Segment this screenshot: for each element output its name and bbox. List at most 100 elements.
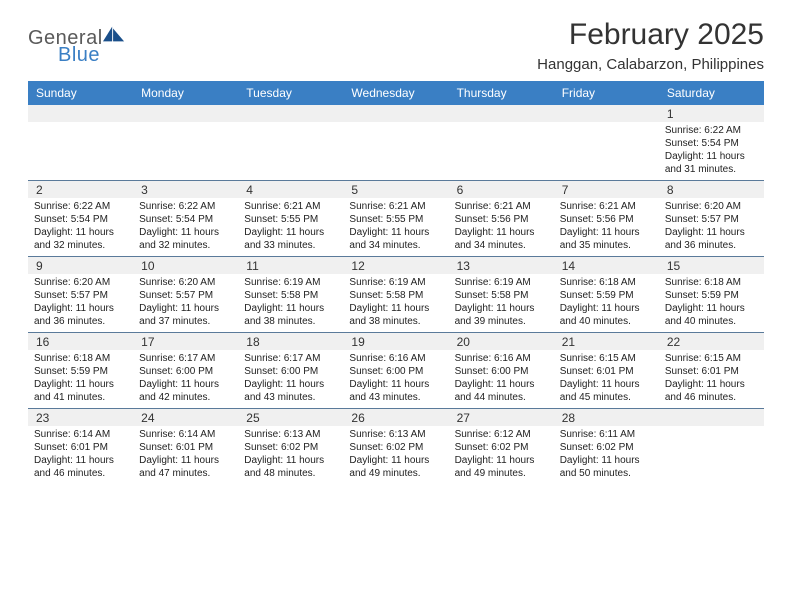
day-number: 8 <box>659 181 764 198</box>
day-number <box>133 105 238 122</box>
sunrise-text: Sunrise: 6:17 AM <box>244 352 337 365</box>
day-details: Sunrise: 6:18 AMSunset: 5:59 PMDaylight:… <box>28 350 133 408</box>
day-details: Sunrise: 6:22 AMSunset: 5:54 PMDaylight:… <box>659 122 764 180</box>
day-details: Sunrise: 6:21 AMSunset: 5:56 PMDaylight:… <box>554 198 659 256</box>
day-cell <box>449 105 554 180</box>
day-cell: 11Sunrise: 6:19 AMSunset: 5:58 PMDayligh… <box>238 257 343 332</box>
sunrise-text: Sunrise: 6:19 AM <box>349 276 442 289</box>
week-row: 1Sunrise: 6:22 AMSunset: 5:54 PMDaylight… <box>28 105 764 181</box>
day-details: Sunrise: 6:15 AMSunset: 6:01 PMDaylight:… <box>554 350 659 408</box>
brand-logo: General Blue <box>28 18 125 67</box>
day-details <box>554 122 659 128</box>
sunset-text: Sunset: 5:58 PM <box>349 289 442 302</box>
sunrise-text: Sunrise: 6:16 AM <box>455 352 548 365</box>
day-details: Sunrise: 6:13 AMSunset: 6:02 PMDaylight:… <box>238 426 343 484</box>
day-cell: 9Sunrise: 6:20 AMSunset: 5:57 PMDaylight… <box>28 257 133 332</box>
location-subtitle: Hanggan, Calabarzon, Philippines <box>537 56 764 73</box>
day-details: Sunrise: 6:17 AMSunset: 6:00 PMDaylight:… <box>238 350 343 408</box>
sunset-text: Sunset: 5:58 PM <box>455 289 548 302</box>
day-details: Sunrise: 6:11 AMSunset: 6:02 PMDaylight:… <box>554 426 659 484</box>
day-details: Sunrise: 6:21 AMSunset: 5:55 PMDaylight:… <box>238 198 343 256</box>
day-cell: 16Sunrise: 6:18 AMSunset: 5:59 PMDayligh… <box>28 333 133 408</box>
day-number: 11 <box>238 257 343 274</box>
day-cell: 28Sunrise: 6:11 AMSunset: 6:02 PMDayligh… <box>554 409 659 484</box>
sunset-text: Sunset: 6:00 PM <box>455 365 548 378</box>
sunset-text: Sunset: 5:59 PM <box>34 365 127 378</box>
day-cell: 24Sunrise: 6:14 AMSunset: 6:01 PMDayligh… <box>133 409 238 484</box>
sunrise-text: Sunrise: 6:18 AM <box>560 276 653 289</box>
day-number: 24 <box>133 409 238 426</box>
daylight-text: Daylight: 11 hours and 44 minutes. <box>455 378 548 404</box>
day-details: Sunrise: 6:21 AMSunset: 5:55 PMDaylight:… <box>343 198 448 256</box>
day-details: Sunrise: 6:18 AMSunset: 5:59 PMDaylight:… <box>659 274 764 332</box>
calendar-grid: SundayMondayTuesdayWednesdayThursdayFrid… <box>28 81 764 484</box>
daylight-text: Daylight: 11 hours and 47 minutes. <box>139 454 232 480</box>
day-details: Sunrise: 6:18 AMSunset: 5:59 PMDaylight:… <box>554 274 659 332</box>
day-cell: 2Sunrise: 6:22 AMSunset: 5:54 PMDaylight… <box>28 181 133 256</box>
day-cell: 19Sunrise: 6:16 AMSunset: 6:00 PMDayligh… <box>343 333 448 408</box>
daylight-text: Daylight: 11 hours and 41 minutes. <box>34 378 127 404</box>
day-number: 12 <box>343 257 448 274</box>
sunrise-text: Sunrise: 6:21 AM <box>455 200 548 213</box>
sunset-text: Sunset: 5:54 PM <box>139 213 232 226</box>
day-number <box>554 105 659 122</box>
sunset-text: Sunset: 6:01 PM <box>34 441 127 454</box>
week-row: 2Sunrise: 6:22 AMSunset: 5:54 PMDaylight… <box>28 181 764 257</box>
sunrise-text: Sunrise: 6:21 AM <box>244 200 337 213</box>
day-number: 28 <box>554 409 659 426</box>
day-cell <box>659 409 764 484</box>
month-title: February 2025 <box>537 18 764 52</box>
page-header: General Blue February 2025 Hanggan, Cala… <box>28 18 764 73</box>
sunset-text: Sunset: 5:57 PM <box>139 289 232 302</box>
day-number: 16 <box>28 333 133 350</box>
sunset-text: Sunset: 5:59 PM <box>665 289 758 302</box>
week-row: 23Sunrise: 6:14 AMSunset: 6:01 PMDayligh… <box>28 409 764 484</box>
sunrise-text: Sunrise: 6:15 AM <box>560 352 653 365</box>
day-cell: 20Sunrise: 6:16 AMSunset: 6:00 PMDayligh… <box>449 333 554 408</box>
day-details: Sunrise: 6:12 AMSunset: 6:02 PMDaylight:… <box>449 426 554 484</box>
day-number: 26 <box>343 409 448 426</box>
title-block: February 2025 Hanggan, Calabarzon, Phili… <box>537 18 764 73</box>
day-details: Sunrise: 6:21 AMSunset: 5:56 PMDaylight:… <box>449 198 554 256</box>
sunset-text: Sunset: 6:00 PM <box>349 365 442 378</box>
day-details: Sunrise: 6:20 AMSunset: 5:57 PMDaylight:… <box>133 274 238 332</box>
daylight-text: Daylight: 11 hours and 32 minutes. <box>139 226 232 252</box>
day-details <box>28 122 133 128</box>
day-details: Sunrise: 6:22 AMSunset: 5:54 PMDaylight:… <box>28 198 133 256</box>
daylight-text: Daylight: 11 hours and 31 minutes. <box>665 150 758 176</box>
day-number <box>343 105 448 122</box>
day-cell: 18Sunrise: 6:17 AMSunset: 6:00 PMDayligh… <box>238 333 343 408</box>
week-row: 16Sunrise: 6:18 AMSunset: 5:59 PMDayligh… <box>28 333 764 409</box>
day-number: 19 <box>343 333 448 350</box>
daylight-text: Daylight: 11 hours and 40 minutes. <box>665 302 758 328</box>
sunrise-text: Sunrise: 6:13 AM <box>349 428 442 441</box>
sunset-text: Sunset: 5:55 PM <box>244 213 337 226</box>
sunrise-text: Sunrise: 6:20 AM <box>665 200 758 213</box>
sunset-text: Sunset: 5:56 PM <box>455 213 548 226</box>
daylight-text: Daylight: 11 hours and 35 minutes. <box>560 226 653 252</box>
brand-text-blue: Blue <box>58 44 125 67</box>
day-cell: 14Sunrise: 6:18 AMSunset: 5:59 PMDayligh… <box>554 257 659 332</box>
sunset-text: Sunset: 6:02 PM <box>349 441 442 454</box>
sunrise-text: Sunrise: 6:18 AM <box>34 352 127 365</box>
day-number: 25 <box>238 409 343 426</box>
sunrise-text: Sunrise: 6:20 AM <box>34 276 127 289</box>
sunrise-text: Sunrise: 6:18 AM <box>665 276 758 289</box>
daylight-text: Daylight: 11 hours and 49 minutes. <box>349 454 442 480</box>
weekday-header: Thursday <box>449 81 554 105</box>
daylight-text: Daylight: 11 hours and 36 minutes. <box>665 226 758 252</box>
daylight-text: Daylight: 11 hours and 50 minutes. <box>560 454 653 480</box>
weeks-container: 1Sunrise: 6:22 AMSunset: 5:54 PMDaylight… <box>28 105 764 484</box>
day-cell: 1Sunrise: 6:22 AMSunset: 5:54 PMDaylight… <box>659 105 764 180</box>
day-number: 18 <box>238 333 343 350</box>
day-cell <box>554 105 659 180</box>
day-number: 4 <box>238 181 343 198</box>
day-number <box>28 105 133 122</box>
day-number <box>659 409 764 426</box>
day-cell: 25Sunrise: 6:13 AMSunset: 6:02 PMDayligh… <box>238 409 343 484</box>
flag-icon <box>103 24 125 44</box>
sunrise-text: Sunrise: 6:14 AM <box>139 428 232 441</box>
day-cell: 15Sunrise: 6:18 AMSunset: 5:59 PMDayligh… <box>659 257 764 332</box>
day-number: 2 <box>28 181 133 198</box>
day-details: Sunrise: 6:14 AMSunset: 6:01 PMDaylight:… <box>28 426 133 484</box>
